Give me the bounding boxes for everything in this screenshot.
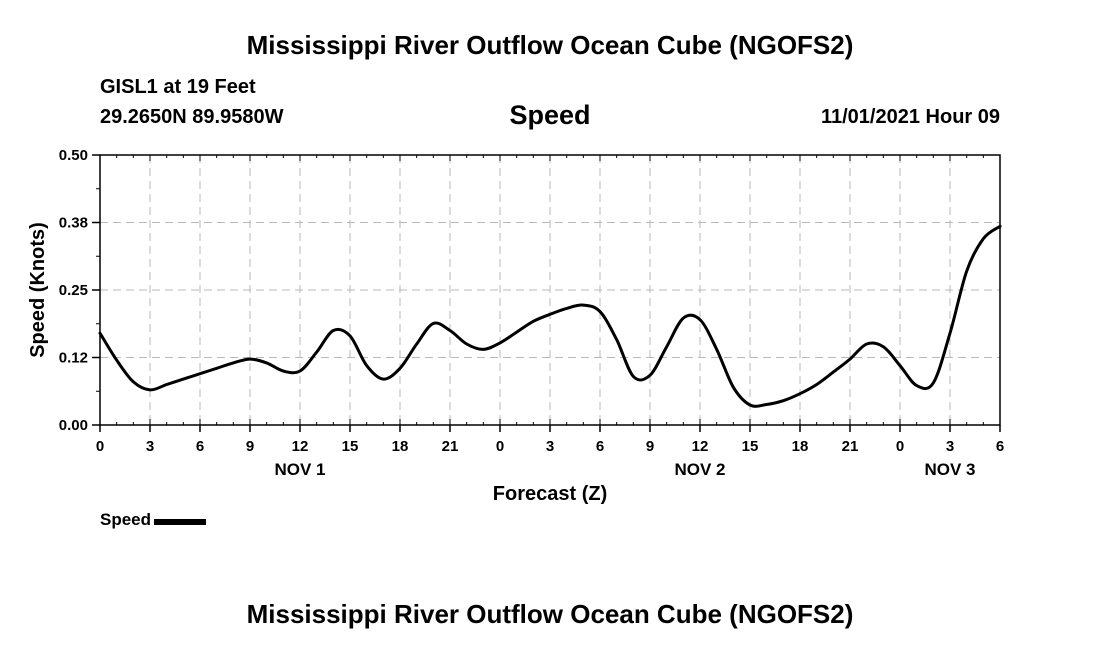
x-axis-label: Forecast (Z) bbox=[493, 483, 607, 505]
legend: Speed bbox=[100, 510, 207, 530]
x-tick-label: 12 bbox=[292, 438, 309, 455]
x-tick-label: 15 bbox=[742, 438, 759, 455]
x-tick-label: 21 bbox=[842, 438, 859, 455]
y-tick-label: 0.25 bbox=[59, 282, 88, 299]
day-labels: NOV 1 NOV 2 NOV 3 bbox=[274, 460, 975, 479]
next-chart-title: Mississippi River Outflow Ocean Cube (NG… bbox=[246, 599, 854, 629]
x-tick-label: 0 bbox=[96, 438, 104, 455]
x-tick-label: 18 bbox=[392, 438, 409, 455]
y-tick-label: 0.38 bbox=[59, 215, 88, 232]
x-axis-tick-labels: 0 3 6 9 12 15 18 21 0 3 6 9 12 15 18 21 0 3 6 bbox=[96, 438, 1004, 455]
variable-title: Speed bbox=[509, 100, 591, 130]
x-tick-label: 9 bbox=[246, 438, 254, 455]
legend-swatch bbox=[154, 518, 207, 525]
x-tick-label: 6 bbox=[196, 438, 204, 455]
x-tick-label: 3 bbox=[946, 438, 954, 455]
x-tick-label: 12 bbox=[692, 438, 709, 455]
x-tick-label: 0 bbox=[496, 438, 504, 455]
x-tick-label: 18 bbox=[792, 438, 809, 455]
forecast-datetime: 11/01/2021 Hour 09 bbox=[820, 106, 1000, 128]
speed-series-line bbox=[98, 224, 1002, 408]
day-label: NOV 1 bbox=[274, 460, 325, 479]
station-coordinates: 29.2650N 89.9580W bbox=[100, 106, 284, 128]
chart-grid bbox=[100, 155, 1000, 425]
x-tick-label: 9 bbox=[646, 438, 654, 455]
legend-label: Speed bbox=[100, 510, 152, 529]
station-label: GISL1 at 19 Feet bbox=[100, 76, 256, 98]
y-tick-label: 0.50 bbox=[59, 147, 88, 164]
x-tick-label: 21 bbox=[442, 438, 459, 455]
x-tick-label: 15 bbox=[342, 438, 359, 455]
x-tick-label: 6 bbox=[596, 438, 604, 455]
x-tick-label: 6 bbox=[996, 438, 1004, 455]
day-label: NOV 2 bbox=[674, 460, 725, 479]
speed-chart: 0.00 0.12 0.25 0.38 0.50 0 3 6 9 12 15 18 21 0 3 6 9 12 1… bbox=[27, 147, 1004, 505]
y-axis-tick-labels: 0.00 0.12 0.25 0.38 0.50 bbox=[59, 147, 88, 434]
y-tick-label: 0.00 bbox=[59, 417, 88, 434]
day-label: NOV 3 bbox=[924, 460, 975, 479]
y-tick-label: 0.12 bbox=[59, 350, 88, 367]
axis-ticks bbox=[92, 154, 1001, 432]
x-tick-label: 0 bbox=[896, 438, 904, 455]
x-tick-label: 3 bbox=[546, 438, 554, 455]
x-tick-label: 3 bbox=[146, 438, 154, 455]
chart-title: Mississippi River Outflow Ocean Cube (NG… bbox=[246, 30, 854, 60]
y-axis-label: Speed (Knots) bbox=[27, 222, 49, 358]
